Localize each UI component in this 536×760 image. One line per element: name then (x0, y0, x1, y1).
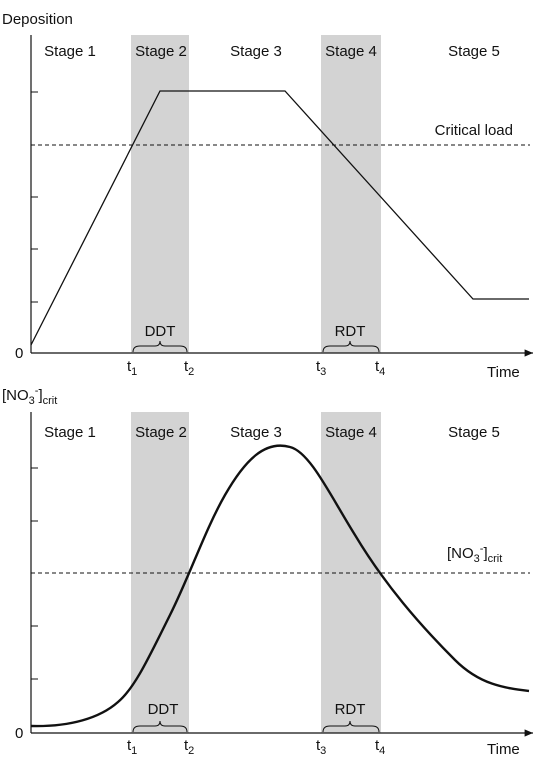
part: [NO (447, 545, 474, 562)
stage-label: Stage 5 (448, 43, 500, 60)
y-ticks (31, 91, 38, 303)
stage-label: Stage 4 (325, 424, 377, 441)
part: [NO (2, 387, 29, 404)
stage-label: Stage 2 (135, 424, 187, 441)
deposition-line (30, 90, 529, 346)
threshold-label: [NO3-]crit (447, 543, 502, 565)
zero-label: 0 (15, 725, 23, 742)
rdt-brace (322, 720, 380, 733)
threshold-label: Critical load (435, 122, 513, 139)
ddt-band (131, 35, 189, 353)
sup: - (35, 385, 39, 397)
t: t (184, 737, 189, 754)
sub: 3 (474, 553, 480, 565)
sub: 2 (188, 745, 194, 757)
rdt-brace (322, 340, 380, 353)
x-axis-label: Time (487, 741, 520, 758)
time-mark: t1 (127, 737, 137, 757)
time-mark: t3 (316, 737, 326, 757)
x-axis-label: Time (487, 364, 520, 381)
sub: 1 (131, 366, 137, 378)
time-mark: t2 (184, 737, 194, 757)
time-mark: t3 (316, 358, 326, 378)
period-label: DDT (148, 701, 179, 718)
sub: 3 (29, 395, 35, 407)
sub: crit (488, 553, 503, 565)
stage-label: Stage 4 (325, 43, 377, 60)
ddt-brace (132, 720, 188, 733)
time-mark: t1 (127, 358, 137, 378)
rdt-band (321, 35, 381, 353)
time-mark: t2 (184, 358, 194, 378)
sup: - (480, 543, 484, 555)
stage-label: Stage 1 (44, 424, 96, 441)
zero-label: 0 (15, 345, 23, 362)
stage-label: Stage 3 (230, 43, 282, 60)
bottom-panel: [NO3-]crit 0 Time Stage 1 Stage 2 Stage … (2, 385, 533, 758)
sub: crit (43, 395, 58, 407)
sub: 3 (320, 745, 326, 757)
sub: 4 (379, 366, 385, 378)
period-label: RDT (335, 701, 366, 718)
stage-label: Stage 2 (135, 43, 187, 60)
t: t (316, 737, 321, 754)
rdt-band (321, 412, 381, 733)
t: t (127, 737, 132, 754)
concentration-curve (30, 444, 530, 728)
sub: 1 (131, 745, 137, 757)
t: t (184, 358, 189, 375)
t: t (375, 737, 380, 754)
stage-label: Stage 5 (448, 424, 500, 441)
y-axis-label: [NO3-]crit (2, 385, 57, 407)
time-mark: t4 (375, 358, 385, 378)
sub: 4 (379, 745, 385, 757)
stage-label: Stage 1 (44, 43, 96, 60)
sub: 2 (188, 366, 194, 378)
y-axis-label: Deposition (2, 11, 73, 28)
stage-label: Stage 3 (230, 424, 282, 441)
top-panel: Deposition 0 Time Stage 1 Stage 2 Stage … (2, 11, 533, 381)
sub: 3 (320, 366, 326, 378)
t: t (316, 358, 321, 375)
period-label: RDT (335, 323, 366, 340)
y-ticks (31, 467, 38, 680)
time-mark: t4 (375, 737, 385, 757)
t: t (375, 358, 380, 375)
period-label: DDT (145, 323, 176, 340)
part: ] (483, 545, 487, 562)
ddt-brace (132, 340, 188, 353)
part: ] (38, 387, 42, 404)
t: t (127, 358, 132, 375)
